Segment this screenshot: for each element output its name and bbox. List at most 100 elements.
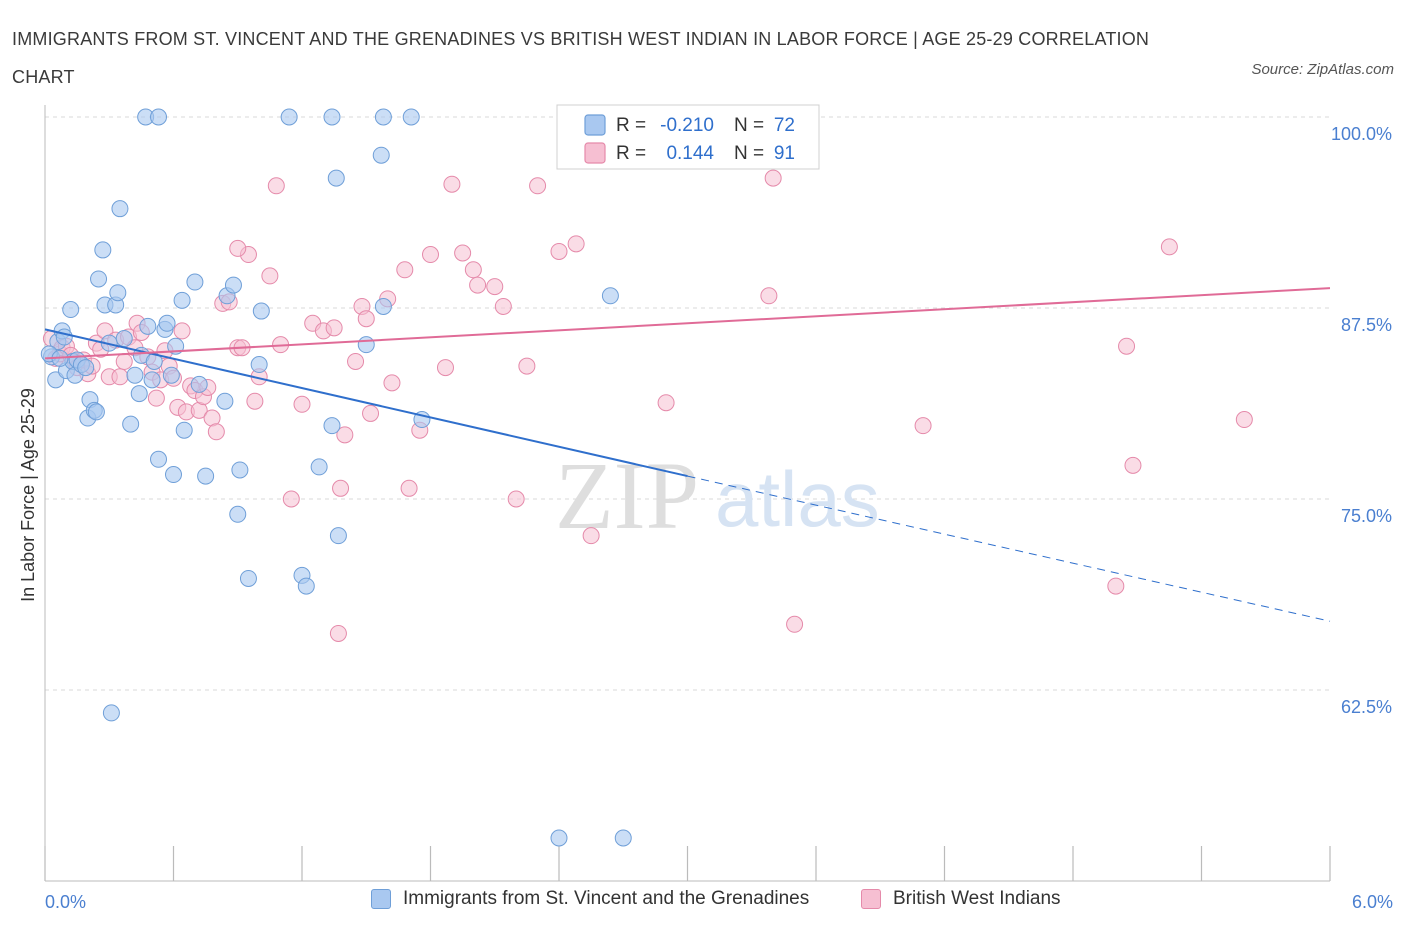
data-point-st-vincent <box>197 467 215 485</box>
y-axis-label: In Labor Force | Age 25-29 <box>18 388 38 602</box>
data-point-british-west-indians <box>760 287 778 305</box>
data-point-st-vincent <box>94 241 112 259</box>
data-point-british-west-indians <box>293 395 311 413</box>
data-point-british-west-indians <box>336 426 354 444</box>
data-point-st-vincent <box>173 291 191 309</box>
data-point-british-west-indians <box>147 389 165 407</box>
trend-lines <box>44 287 1331 622</box>
legend-n-value: 91 <box>774 143 795 164</box>
data-point-british-west-indians <box>1160 238 1178 256</box>
data-point-st-vincent <box>323 417 341 435</box>
gridlines <box>45 116 1330 691</box>
data-point-british-west-indians <box>494 297 512 315</box>
data-point-british-west-indians <box>173 322 191 340</box>
data-point-british-west-indians <box>486 278 504 296</box>
data-point-st-vincent <box>55 328 73 346</box>
data-point-st-vincent <box>374 297 392 315</box>
data-point-st-vincent <box>229 505 247 523</box>
data-point-british-west-indians <box>550 242 568 260</box>
legend-swatch-blue <box>584 114 606 136</box>
data-point-st-vincent <box>357 336 375 354</box>
data-point-st-vincent <box>280 108 298 126</box>
data-point-british-west-indians <box>764 169 782 187</box>
legend-n-value: 72 <box>774 115 795 136</box>
data-point-st-vincent <box>372 146 390 164</box>
data-point-st-vincent <box>190 375 208 393</box>
data-point-british-west-indians <box>507 490 525 508</box>
y-tick-label: 100.0% <box>1331 124 1392 144</box>
data-point-british-west-indians <box>383 374 401 392</box>
data-point-british-west-indians <box>1107 577 1125 595</box>
data-point-british-west-indians <box>115 352 133 370</box>
data-point-st-vincent <box>186 273 204 291</box>
legend-r-value: -0.210 <box>660 115 714 136</box>
y-tick-label: 75.0% <box>1341 506 1392 526</box>
legend-bottom: Immigrants from St. Vincent and the Gren… <box>0 888 1406 918</box>
data-point-british-west-indians <box>246 392 264 410</box>
data-point-british-west-indians <box>267 177 285 195</box>
data-point-british-west-indians <box>567 235 585 253</box>
data-point-st-vincent <box>239 569 257 587</box>
legend-label-st-vincent: Immigrants from St. Vincent and the Gren… <box>403 888 810 909</box>
data-point-st-vincent <box>143 371 161 389</box>
data-point-st-vincent <box>601 287 619 305</box>
data-point-british-west-indians <box>657 394 675 412</box>
data-point-british-west-indians <box>347 352 365 370</box>
series-st-vincent <box>40 108 632 847</box>
data-point-st-vincent <box>87 403 105 421</box>
legend-label-british-west-indians: British West Indians <box>893 888 1061 909</box>
data-point-british-west-indians <box>332 479 350 497</box>
data-point-british-west-indians <box>443 175 461 193</box>
axes <box>44 105 1331 882</box>
data-point-st-vincent <box>250 356 268 374</box>
data-point-british-west-indians <box>1118 337 1136 355</box>
data-point-british-west-indians <box>1124 456 1142 474</box>
data-point-st-vincent <box>327 169 345 187</box>
legend-r-value: 0.144 <box>666 143 714 164</box>
data-point-st-vincent <box>252 302 270 320</box>
data-point-st-vincent <box>150 108 168 126</box>
data-point-st-vincent <box>224 276 242 294</box>
legend-n-label: N = <box>734 143 764 164</box>
legend-n-label: N = <box>734 115 764 136</box>
legend-swatch-pink <box>861 889 881 909</box>
data-point-st-vincent <box>126 366 144 384</box>
data-point-british-west-indians <box>396 261 414 279</box>
data-point-st-vincent <box>109 284 127 302</box>
legend-r-label: R = <box>616 115 646 136</box>
source-label: Source: ZipAtlas.com <box>1251 61 1394 78</box>
data-point-st-vincent <box>130 385 148 403</box>
legend-r-label: R = <box>616 143 646 164</box>
watermark-zip: ZIP <box>555 442 699 549</box>
data-point-st-vincent <box>310 458 328 476</box>
data-point-british-west-indians <box>357 310 375 328</box>
data-point-st-vincent <box>111 200 129 218</box>
data-point-st-vincent <box>122 415 140 433</box>
data-point-british-west-indians <box>362 404 380 422</box>
y-tick-label: 87.5% <box>1341 315 1392 335</box>
data-point-st-vincent <box>216 392 234 410</box>
data-point-st-vincent <box>139 317 157 335</box>
data-point-st-vincent <box>150 450 168 468</box>
data-point-st-vincent <box>90 270 108 288</box>
data-point-st-vincent <box>323 108 341 126</box>
data-point-british-west-indians <box>518 357 536 375</box>
data-point-british-west-indians <box>529 177 547 195</box>
data-point-british-west-indians <box>582 527 600 545</box>
data-point-british-west-indians <box>469 276 487 294</box>
y-tick-label: 62.5% <box>1341 697 1392 717</box>
data-point-british-west-indians <box>422 246 439 264</box>
data-point-british-west-indians <box>914 417 932 435</box>
watermark: ZIP atlas <box>555 442 880 549</box>
data-point-st-vincent <box>614 829 632 847</box>
data-point-british-west-indians <box>786 615 804 633</box>
data-point-british-west-indians <box>229 239 247 257</box>
x-tick-label: 6.0% <box>1352 892 1393 912</box>
data-point-st-vincent <box>102 704 120 722</box>
data-point-st-vincent <box>158 314 176 332</box>
x-tick-label: 0.0% <box>45 892 86 912</box>
data-point-st-vincent <box>115 330 133 348</box>
y-tick-labels: 62.5% 75.0% 87.5% 100.0% <box>1331 124 1392 717</box>
data-point-british-west-indians <box>454 244 472 262</box>
legend-swatch-pink <box>584 142 606 164</box>
